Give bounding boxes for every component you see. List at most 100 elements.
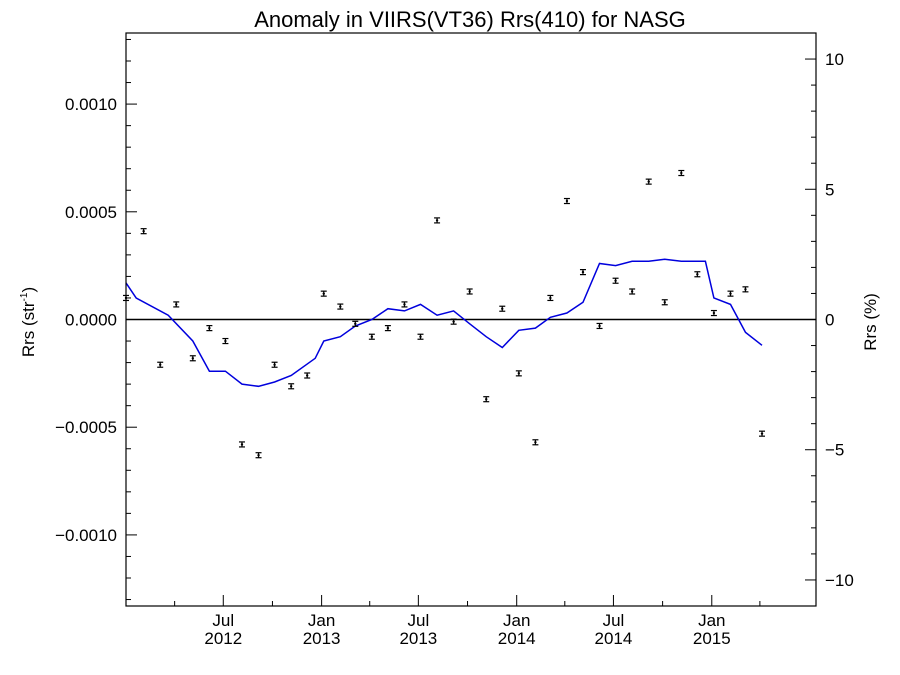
y2-tick-label: −10: [825, 571, 854, 590]
x-tick-year-label: 2012: [204, 629, 242, 648]
data-point: [612, 277, 619, 284]
x-tick-month-label: Jul: [603, 611, 625, 630]
data-point: [694, 271, 701, 278]
data-point: [271, 361, 278, 368]
point-marker: [534, 441, 537, 444]
y-tick-label: 0.0005: [65, 203, 117, 222]
data-point: [629, 288, 636, 295]
point-marker: [729, 292, 732, 295]
point-marker: [224, 339, 227, 343]
y2-tick-label: 10: [825, 50, 844, 69]
point-marker: [322, 292, 325, 295]
data-point: [352, 320, 359, 327]
data-point: [434, 217, 441, 224]
point-marker: [142, 229, 145, 233]
point-marker: [159, 363, 162, 366]
svg-text:Rrs (str-1): Rrs (str-1): [19, 287, 38, 357]
data-point: [596, 322, 603, 330]
x-tick-month-label: Jul: [407, 611, 429, 630]
data-point: [499, 305, 506, 312]
data-point: [759, 430, 766, 437]
data-point: [222, 337, 229, 345]
point-marker: [175, 303, 178, 306]
point-marker: [760, 432, 764, 435]
point-marker: [647, 180, 650, 183]
chart-title: Anomaly in VIIRS(VT36) Rrs(410) for NASG: [254, 7, 686, 32]
x-tick-year-label: 2013: [303, 629, 341, 648]
x-tick-year-label: 2015: [693, 629, 731, 648]
point-marker: [630, 290, 634, 293]
point-marker: [354, 322, 357, 326]
data-point: [238, 441, 245, 448]
data-point: [140, 228, 147, 235]
data-point: [466, 288, 473, 295]
data-point: [661, 299, 668, 306]
point-marker: [549, 296, 552, 300]
data-point: [255, 452, 262, 459]
data-point: [515, 370, 522, 377]
y-axis-label: Rrs (str-1): [19, 287, 38, 357]
point-marker: [386, 326, 390, 330]
point-marker: [696, 273, 699, 276]
data-point: [157, 361, 164, 368]
data-point: [678, 169, 685, 177]
data-point: [320, 290, 327, 297]
x-tick-year-label: 2014: [498, 629, 536, 648]
data-point: [384, 325, 391, 332]
data-point: [401, 301, 408, 308]
data-point: [368, 333, 375, 340]
point-marker: [468, 290, 471, 293]
point-marker: [581, 270, 585, 274]
data-point: [189, 355, 196, 362]
x-tick-month-label: Jan: [308, 611, 335, 630]
point-marker: [744, 288, 747, 291]
point-marker: [339, 305, 342, 308]
y-tick-label: 0.0000: [65, 311, 117, 330]
data-point: [304, 372, 311, 379]
data-point: [563, 197, 570, 205]
point-marker: [240, 443, 244, 446]
series-line: [125, 258, 763, 388]
data-point: [727, 290, 734, 297]
data-point: [450, 318, 457, 325]
y-tick-label: −0.0005: [55, 418, 117, 437]
y-tick-label: −0.0010: [55, 526, 117, 545]
y2-tick-label: 0: [825, 311, 834, 330]
point-marker: [565, 199, 569, 203]
data-point: [742, 286, 749, 293]
point-marker: [370, 335, 374, 338]
point-marker: [289, 385, 293, 388]
y2-tick-label: −5: [825, 441, 844, 460]
data-point: [173, 301, 180, 308]
point-marker: [257, 454, 260, 457]
data-point: [288, 383, 295, 390]
point-marker: [435, 219, 439, 222]
point-marker: [208, 326, 211, 330]
axes: 0.0010 0.0005 0.0000 −0.0005 −0.0010 10 5 0 −5 −1…: [55, 32, 854, 648]
x-tick-month-label: Jul: [212, 611, 234, 630]
plot-area: [123, 169, 816, 459]
data-point: [579, 269, 586, 276]
point-marker: [191, 357, 195, 360]
x-tick-month-label: Jan: [698, 611, 725, 630]
point-marker: [403, 303, 406, 306]
data-point: [645, 178, 652, 185]
y2-tick-label: 5: [825, 180, 834, 199]
y2-axis-label-text: Rrs (%): [861, 293, 880, 351]
y2-axis-label: Rrs (%): [861, 293, 880, 351]
point-marker: [712, 311, 716, 315]
data-point: [710, 309, 717, 317]
point-marker: [452, 320, 455, 323]
point-marker: [517, 372, 521, 375]
data-point: [206, 325, 213, 332]
y-tick-label: 0.0010: [65, 95, 117, 114]
point-marker: [501, 307, 504, 310]
point-marker: [663, 301, 666, 304]
x-tick-year-label: 2014: [595, 629, 633, 648]
point-marker: [614, 279, 617, 282]
data-point: [547, 294, 554, 302]
point-marker: [305, 374, 309, 377]
y-axis-label-close: ): [19, 287, 38, 293]
y-axis-label-text: Rrs (str: [19, 301, 38, 357]
